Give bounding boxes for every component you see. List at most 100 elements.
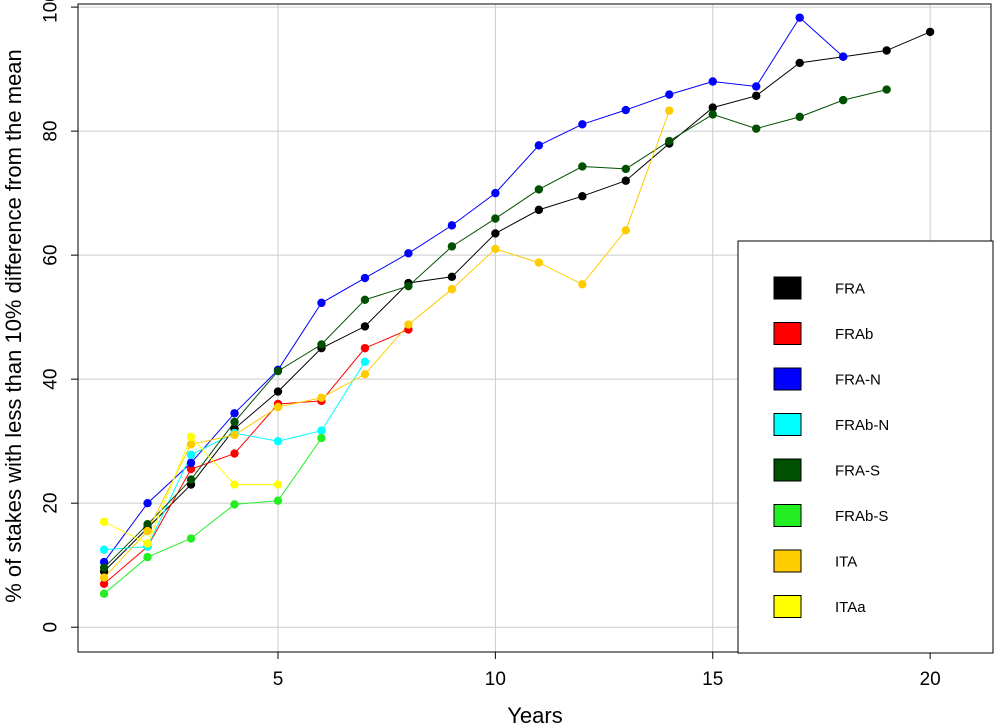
data-point	[99, 517, 109, 526]
data-point	[621, 176, 630, 185]
data-point	[143, 552, 152, 562]
data-point	[317, 433, 326, 443]
data-point	[143, 520, 152, 529]
data-point	[491, 229, 500, 238]
series-frab-s	[103, 437, 322, 595]
data-point	[491, 214, 500, 223]
data-point	[708, 110, 717, 119]
legend-swatch	[773, 413, 802, 436]
data-point	[143, 526, 152, 536]
data-point	[838, 52, 848, 61]
data-point	[621, 164, 630, 174]
y-axis-title: % of stakes with less than 10% differenc…	[1, 49, 26, 603]
data-point	[186, 458, 196, 468]
data-point	[534, 185, 544, 194]
series-frab	[103, 329, 409, 585]
data-point	[143, 498, 152, 508]
data-point	[273, 436, 283, 446]
y-tick-label: 80	[41, 121, 62, 142]
series-points-fra-s	[99, 85, 891, 572]
legend-swatch	[773, 595, 802, 618]
data-point	[491, 188, 500, 198]
data-point	[578, 280, 587, 289]
data-point	[578, 120, 587, 129]
data-point	[317, 426, 326, 435]
legend-swatch	[773, 549, 802, 573]
series-line-fra-n	[103, 16, 844, 563]
data-point	[534, 205, 544, 215]
legend-swatch	[773, 367, 802, 391]
data-point	[230, 480, 239, 489]
legend-swatch	[773, 276, 802, 300]
data-point	[447, 285, 457, 294]
data-point	[273, 480, 283, 489]
data-point	[99, 589, 109, 598]
data-point	[360, 295, 370, 304]
legend-label: FRA-N	[835, 371, 881, 388]
data-point	[578, 192, 587, 201]
y-tick-label: 20	[41, 493, 62, 514]
data-point	[186, 432, 196, 442]
x-axis-title: Years	[507, 703, 562, 727]
axis-ticks: 0 20 40 60 80 100 5 10 15 20	[41, 0, 941, 690]
series-points-fra-n	[99, 13, 848, 567]
data-point	[360, 343, 370, 353]
series-line-fra	[103, 31, 931, 572]
data-point	[360, 273, 370, 283]
series-line-frab	[103, 329, 409, 585]
data-point	[882, 46, 891, 55]
data-point	[186, 475, 196, 484]
series-fra-n	[103, 16, 844, 563]
legend-label: ITA	[835, 553, 857, 570]
series-fra	[103, 31, 931, 572]
data-point	[99, 573, 109, 582]
series-line-ita	[103, 110, 670, 578]
legend-box	[737, 240, 994, 654]
data-point	[186, 450, 196, 460]
x-tick-label: 10	[485, 669, 506, 690]
y-tick-label: 40	[41, 369, 62, 390]
legend-label: FRAb-S	[835, 508, 888, 525]
data-point	[273, 387, 283, 396]
data-point	[795, 13, 804, 22]
data-point	[99, 545, 109, 554]
data-point	[708, 77, 717, 86]
x-tick-label: 15	[702, 669, 723, 690]
legend-swatch	[773, 322, 802, 345]
series-points-frab-s	[99, 433, 326, 598]
data-point	[621, 226, 630, 235]
legend: FRA FRAb FRA-N FRAb-N FRA-S FRAb-S ITA ITAa	[737, 240, 994, 654]
data-point	[317, 393, 326, 402]
y-tick-label: 60	[41, 245, 62, 266]
data-point	[186, 534, 196, 543]
data-point	[534, 258, 544, 267]
data-point	[360, 369, 370, 379]
data-point	[99, 563, 109, 572]
series-points-itaa	[99, 432, 283, 548]
data-point	[360, 322, 370, 331]
data-point	[838, 95, 848, 105]
data-point	[317, 340, 326, 349]
data-point	[143, 539, 152, 548]
series-group	[99, 13, 935, 598]
data-point	[882, 85, 891, 94]
legend-swatch	[773, 504, 802, 527]
data-point	[230, 500, 239, 509]
y-tick-label: 0	[41, 622, 62, 633]
x-tick-label: 5	[273, 669, 284, 690]
legend-label: ITAa	[835, 599, 866, 616]
data-point	[491, 244, 500, 254]
data-point	[230, 417, 239, 427]
data-point	[665, 106, 674, 115]
data-point	[665, 136, 674, 146]
data-point	[752, 124, 761, 133]
series-line-frab-s	[103, 437, 322, 595]
data-point	[708, 103, 717, 112]
data-point	[578, 162, 587, 171]
data-point	[273, 496, 283, 505]
data-point	[317, 298, 326, 308]
series-ita	[103, 110, 670, 578]
data-point	[925, 27, 935, 37]
data-point	[404, 281, 413, 291]
